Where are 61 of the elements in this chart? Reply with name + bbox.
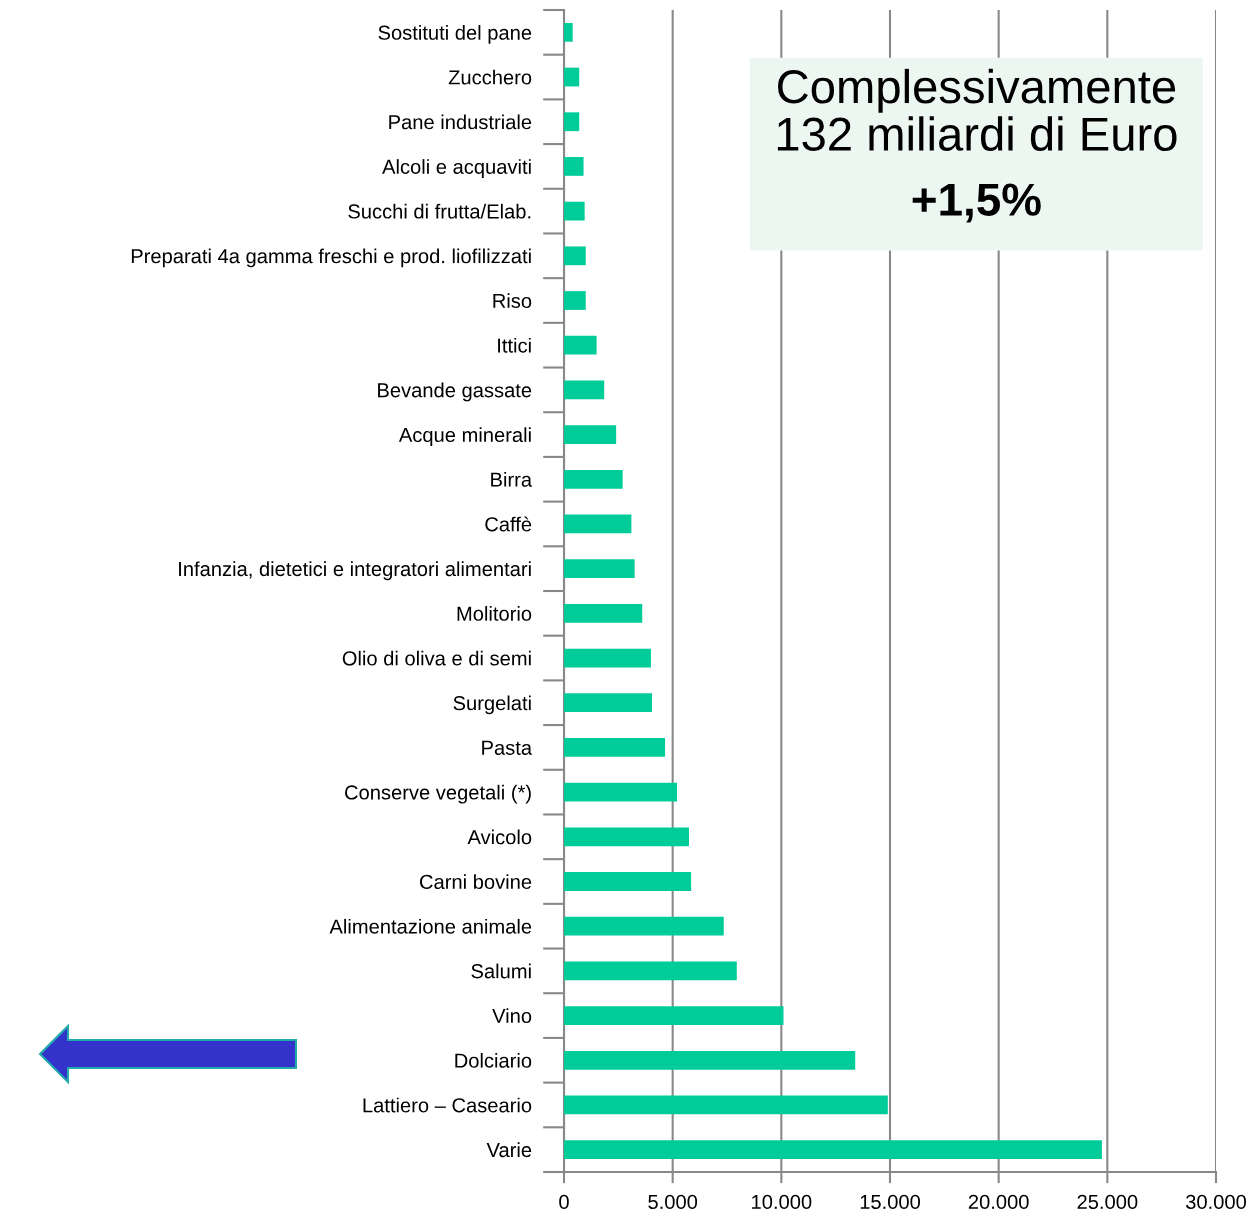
y-tick-label: Sostituti del pane xyxy=(378,25,532,44)
bar xyxy=(564,559,635,579)
bar xyxy=(564,916,724,936)
bar xyxy=(564,961,737,981)
x-tick-label: 5.000 xyxy=(648,1194,698,1210)
bar xyxy=(564,648,651,668)
x-tick-label: 10.000 xyxy=(752,1194,812,1210)
bar xyxy=(564,827,689,847)
y-tick-label: Alcoli e acquaviti xyxy=(382,159,531,178)
bar xyxy=(564,693,653,713)
annotation: +1,5% xyxy=(912,183,1041,223)
bar xyxy=(564,246,586,266)
y-tick-label: Carni bovine xyxy=(420,874,532,889)
bar xyxy=(564,291,586,310)
y-tick-label: Riso xyxy=(493,293,532,308)
y-tick-label: Alimentazione animale xyxy=(329,918,532,934)
y-tick-label: Ittici xyxy=(498,337,531,353)
y-tick-label: Varie xyxy=(486,1142,532,1158)
x-tick-label: 15.000 xyxy=(860,1194,921,1210)
bar xyxy=(564,201,585,221)
y-tick-label: Acque minerali xyxy=(398,427,531,447)
y-tick-label: Dolciario xyxy=(455,1052,532,1068)
y-tick-label: Vino xyxy=(492,1008,532,1024)
y-tick-label: Zucchero xyxy=(448,69,532,85)
bar xyxy=(564,157,584,176)
y-tick-label: Pasta xyxy=(482,740,533,755)
annotation: Complessivamente 132 miliardi di Euro xyxy=(777,68,1177,151)
x-tick-label: 0 xyxy=(559,1194,569,1210)
bar xyxy=(564,1140,1102,1160)
y-tick-label: Caffè xyxy=(485,516,532,532)
bar xyxy=(564,782,678,802)
x-tick-label: 25.000 xyxy=(1077,1194,1138,1210)
y-tick-label: Bevande gassate xyxy=(378,382,532,402)
bar xyxy=(564,1050,856,1070)
bar xyxy=(564,738,666,757)
y-tick-label: Infanzia, dietetici e integratori alimentari xyxy=(179,561,531,581)
bar xyxy=(564,1006,784,1025)
bar xyxy=(564,380,605,400)
y-tick-label: Preparati 4a gamma freschi e prod. liofilizzati xyxy=(131,248,531,268)
bar xyxy=(564,872,692,891)
bar xyxy=(564,22,573,42)
y-tick-label: Avicolo xyxy=(467,829,532,845)
bar xyxy=(564,112,580,132)
y-tick-label: Birra xyxy=(491,471,533,487)
bar xyxy=(564,514,632,534)
bar xyxy=(564,67,580,87)
y-tick-label: Succhi di frutta/Elab. xyxy=(348,203,531,219)
bar xyxy=(564,603,643,623)
bar xyxy=(564,335,597,355)
y-tick-label: Conserve vegetali (*) xyxy=(345,784,531,804)
bar xyxy=(564,469,623,489)
y-tick-label: Lattiero – Caseario xyxy=(363,1097,532,1113)
bar xyxy=(564,425,617,444)
y-tick-label: Salumi xyxy=(471,963,531,979)
x-tick-label: 20.000 xyxy=(968,1194,1029,1210)
y-tick-label: Olio di oliva e di semi xyxy=(342,650,531,666)
x-tick-label: 30.000 xyxy=(1185,1194,1247,1210)
y-tick-label: Molitorio xyxy=(457,606,532,621)
bar xyxy=(564,1095,888,1115)
y-tick-label: Pane industriale xyxy=(389,114,532,130)
y-tick-label: Surgelati xyxy=(453,695,531,715)
